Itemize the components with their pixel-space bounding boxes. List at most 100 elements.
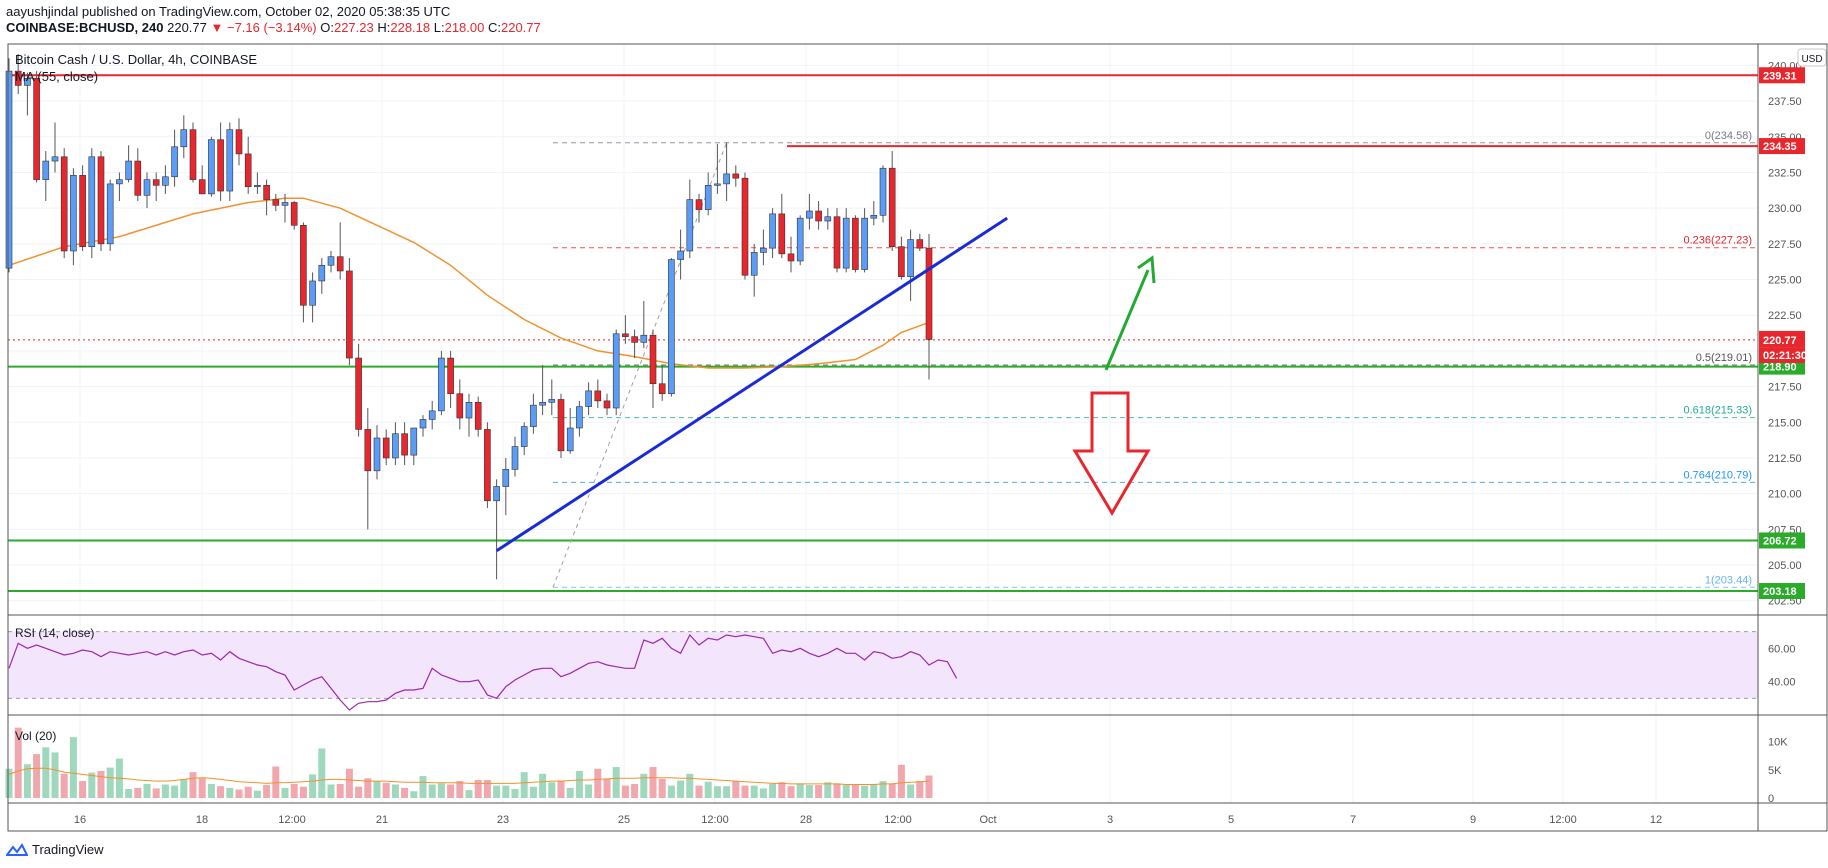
rsi-tick: 60.00 <box>1768 643 1796 655</box>
candle-body <box>189 129 197 180</box>
low-value: 218.00 <box>444 20 485 35</box>
candle-body <box>778 213 786 255</box>
volume-bar <box>401 787 409 798</box>
volume-bar <box>539 773 547 798</box>
volume-bar <box>723 786 731 798</box>
volume-bar <box>217 786 225 798</box>
volume-bar <box>575 770 583 798</box>
volume-bar <box>686 773 694 798</box>
time-tick: 25 <box>618 814 630 826</box>
candle-body <box>171 146 178 178</box>
last-price-tag <box>1759 330 1805 348</box>
volume-bar <box>263 785 271 798</box>
volume-bar <box>125 788 133 798</box>
candle-body <box>907 239 914 277</box>
volume-bar <box>79 781 87 798</box>
volume-bar <box>741 785 749 798</box>
candle-body <box>14 70 22 86</box>
candle-body <box>557 399 565 452</box>
volume-tick: 5K <box>1768 765 1782 777</box>
price-tick: 205.00 <box>1768 560 1802 572</box>
time-tick: 16 <box>74 814 86 826</box>
volume-bar <box>695 785 703 798</box>
volume-bar <box>5 768 13 798</box>
tradingview-footer[interactable]: TradingView <box>6 842 104 857</box>
candle-body <box>281 202 289 206</box>
time-tick: 23 <box>497 814 509 826</box>
candle-body <box>290 202 298 226</box>
candle-body <box>686 199 694 252</box>
support-trendline <box>495 216 1009 553</box>
candle-body <box>42 160 50 180</box>
candle-body <box>125 160 132 180</box>
price-axis[interactable]: 240.00237.50235.00232.50230.00227.50225.… <box>1759 60 1807 608</box>
candle-body <box>677 250 684 260</box>
volume-bar <box>88 772 96 798</box>
volume-bar <box>299 786 307 798</box>
level-price-label: 206.72 <box>1763 535 1797 547</box>
volume-pane: 10K 5K 0 <box>5 727 1788 805</box>
volume-bar <box>14 727 22 798</box>
volume-bar <box>419 776 427 798</box>
open-value: 227.23 <box>333 20 374 35</box>
candle-body <box>879 167 887 216</box>
candle-body <box>88 156 96 248</box>
candle-body <box>769 213 776 249</box>
candle-body <box>60 156 68 252</box>
volume-bar <box>364 778 372 798</box>
candle-body <box>180 129 188 148</box>
candle-body <box>668 259 675 395</box>
vol-legend: Vol (20) <box>15 729 56 743</box>
candle-body <box>254 185 261 188</box>
candle-body <box>392 433 399 459</box>
volume-bar <box>106 767 114 798</box>
volume-bar <box>732 781 740 798</box>
open-label: O: <box>320 20 334 35</box>
volume-bar <box>281 787 289 798</box>
candle-body <box>198 179 206 195</box>
candle-body <box>484 429 491 502</box>
fib-label: 0(234.58) <box>1705 130 1752 142</box>
annotation-arrows <box>1072 255 1156 516</box>
candle-body <box>603 400 611 409</box>
price-tick: 217.50 <box>1768 382 1802 394</box>
candle-body <box>419 419 427 429</box>
candle-body <box>327 256 335 266</box>
candle-body <box>576 406 583 429</box>
volume-bar <box>870 783 878 798</box>
volume-bar <box>235 789 243 798</box>
candle-body <box>723 173 730 185</box>
candle-body <box>520 426 528 447</box>
candle-body <box>79 175 86 248</box>
candle-body <box>438 357 445 412</box>
candle-body <box>750 252 758 276</box>
candle-body <box>502 469 510 487</box>
candle-body <box>824 216 832 222</box>
candle-body <box>695 199 703 210</box>
volume-bar <box>171 785 179 798</box>
volume-bar <box>925 775 933 798</box>
close-label: C: <box>487 20 501 35</box>
candle-body <box>318 264 326 282</box>
rsi-band <box>8 631 1758 699</box>
candle-body <box>741 177 749 276</box>
volume-bar <box>253 790 261 798</box>
ma-legend: MA (55, close) <box>15 69 98 84</box>
volume-bar <box>548 782 556 798</box>
time-tick: 12:00 <box>701 814 729 826</box>
candle-body <box>272 199 280 206</box>
time-axis[interactable]: 16 18 12:00 21 23 25 12:00 28 12:00 Oct 3 5 7 9 12:00 1… <box>74 814 1662 826</box>
volume-bar <box>750 785 758 798</box>
currency-badge[interactable] <box>1797 48 1827 67</box>
candle-body <box>143 179 151 196</box>
trendline[interactable] <box>495 216 1009 553</box>
time-tick: 3 <box>1107 814 1113 826</box>
volume-bar <box>888 783 896 798</box>
volume-bar <box>244 786 252 798</box>
volume-tick: 0 <box>1768 793 1774 805</box>
volume-bar <box>198 778 206 798</box>
volume-bar <box>502 785 510 798</box>
volume-bar <box>290 783 298 798</box>
volume-bar <box>585 784 593 798</box>
